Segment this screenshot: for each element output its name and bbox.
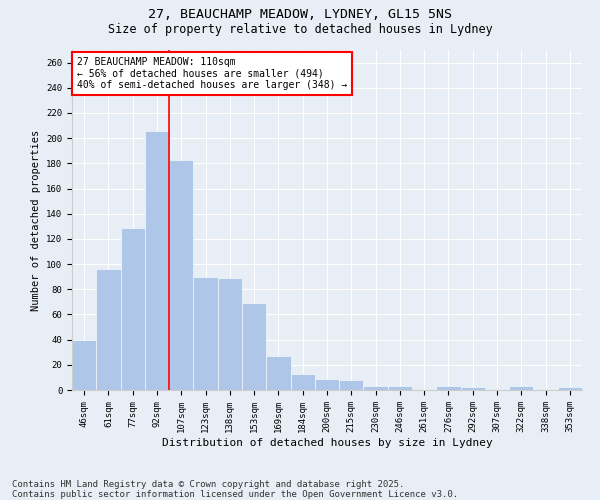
Bar xyxy=(145,130,169,390)
Bar xyxy=(218,278,242,390)
Bar xyxy=(509,386,533,390)
Bar xyxy=(461,388,485,390)
Bar xyxy=(242,303,266,390)
Bar xyxy=(290,374,315,390)
Bar xyxy=(193,276,218,390)
Bar xyxy=(96,269,121,390)
Bar xyxy=(436,386,461,390)
X-axis label: Distribution of detached houses by size in Lydney: Distribution of detached houses by size … xyxy=(161,438,493,448)
Bar xyxy=(169,160,193,390)
Bar xyxy=(121,228,145,390)
Text: Contains HM Land Registry data © Crown copyright and database right 2025.
Contai: Contains HM Land Registry data © Crown c… xyxy=(12,480,458,499)
Bar xyxy=(388,386,412,390)
Y-axis label: Number of detached properties: Number of detached properties xyxy=(31,130,41,310)
Text: 27, BEAUCHAMP MEADOW, LYDNEY, GL15 5NS: 27, BEAUCHAMP MEADOW, LYDNEY, GL15 5NS xyxy=(148,8,452,20)
Bar xyxy=(315,378,339,390)
Text: 27 BEAUCHAMP MEADOW: 110sqm
← 56% of detached houses are smaller (494)
40% of se: 27 BEAUCHAMP MEADOW: 110sqm ← 56% of det… xyxy=(77,57,347,90)
Text: Size of property relative to detached houses in Lydney: Size of property relative to detached ho… xyxy=(107,22,493,36)
Bar xyxy=(558,388,582,390)
Bar xyxy=(339,380,364,390)
Bar xyxy=(364,386,388,390)
Bar xyxy=(266,356,290,390)
Bar xyxy=(72,340,96,390)
